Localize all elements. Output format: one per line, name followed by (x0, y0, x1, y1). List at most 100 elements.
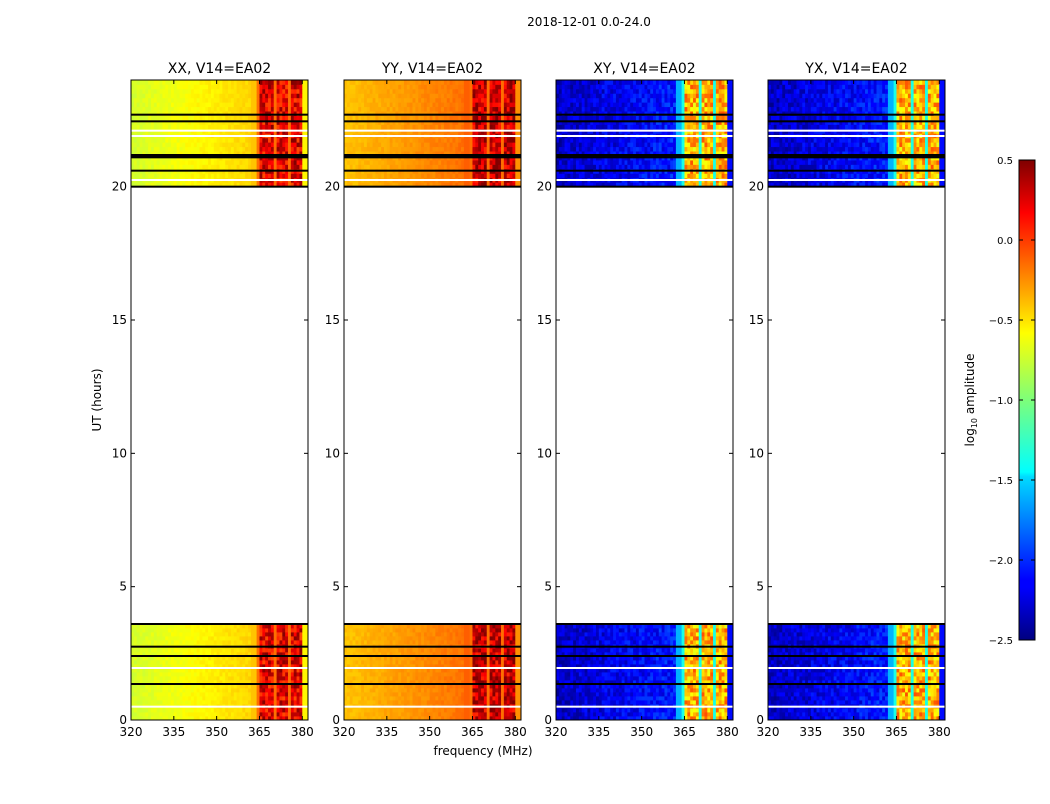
heatmap-cell (472, 696, 475, 700)
heatmap-cell (384, 160, 387, 165)
heatmap-cell (248, 672, 251, 676)
heatmap-cell (370, 164, 373, 169)
heatmap-cell (447, 692, 450, 696)
heatmap-cell (228, 84, 231, 89)
heatmap-cell (492, 672, 495, 676)
heatmap-cell (492, 708, 495, 712)
heatmap-cell (137, 688, 140, 692)
heatmap-cell (299, 648, 302, 652)
heatmap-cell (145, 80, 148, 85)
heatmap-cell (481, 636, 484, 640)
heatmap-cell (297, 688, 300, 692)
heatmap-cell (134, 160, 137, 165)
heatmap-cell (299, 84, 302, 89)
heatmap-cell (231, 147, 234, 152)
heatmap-cell (237, 712, 240, 716)
heatmap-cell (154, 124, 157, 129)
heatmap-cell (297, 700, 300, 704)
heatmap-cell (274, 672, 277, 676)
heatmap-cell (157, 700, 160, 704)
heatmap-cell (407, 164, 410, 169)
heatmap-cell (427, 636, 430, 640)
heatmap-cell (262, 160, 265, 165)
heatmap-cell (444, 648, 447, 652)
heatmap-cell (490, 173, 493, 178)
heatmap-cell (271, 648, 274, 652)
heatmap-cell (461, 660, 464, 664)
heatmap-cell (358, 672, 361, 676)
heatmap-cell (458, 648, 461, 652)
heatmap-cell (495, 692, 498, 696)
heatmap-cell (478, 640, 481, 644)
heatmap-cell (274, 676, 277, 680)
heatmap-cell (424, 648, 427, 652)
heatmap-cell (418, 648, 421, 652)
heatmap-cell (162, 692, 165, 696)
heatmap-cell (294, 142, 297, 147)
heatmap-cell (214, 84, 217, 89)
heatmap-cell (355, 692, 358, 696)
heatmap-cell (148, 147, 151, 152)
heatmap-cell (225, 84, 228, 89)
heatmap-cell (145, 98, 148, 103)
heatmap-cell (162, 89, 165, 94)
heatmap-cell (277, 173, 280, 178)
heatmap-cell (217, 636, 220, 640)
heatmap-cell (162, 116, 165, 121)
heatmap-cell (378, 708, 381, 712)
heatmap-cell (418, 676, 421, 680)
heatmap-cell (237, 676, 240, 680)
heatmap-cell (205, 648, 208, 652)
heatmap-cell (478, 692, 481, 696)
heatmap-cell (450, 712, 453, 716)
heatmap-cell (501, 696, 504, 700)
heatmap-cell (245, 636, 248, 640)
heatmap-cell (180, 107, 183, 112)
heatmap-cell (393, 636, 396, 640)
heatmap-cell (441, 160, 444, 165)
heatmap-cell (361, 708, 364, 712)
heatmap-cell (259, 692, 262, 696)
heatmap-cell (441, 676, 444, 680)
heatmap-cell (268, 676, 271, 680)
heatmap-cell (245, 102, 248, 107)
heatmap-cell (245, 116, 248, 121)
heatmap-cell (145, 160, 148, 165)
heatmap-cell (495, 696, 498, 700)
heatmap-cell (294, 160, 297, 165)
heatmap-cell (277, 147, 280, 152)
heatmap-cell (265, 628, 268, 632)
heatmap-cell (395, 636, 398, 640)
heatmap-cell (297, 142, 300, 147)
heatmap-cell (390, 676, 393, 680)
heatmap-cell (294, 124, 297, 129)
heatmap-cell (257, 640, 260, 644)
heatmap-cell (177, 80, 180, 85)
heatmap-cell (297, 124, 300, 129)
heatmap-cell (214, 636, 217, 640)
heatmap-cell (271, 712, 274, 716)
heatmap-cell (481, 708, 484, 712)
heatmap-cell (481, 676, 484, 680)
heatmap-cell (245, 712, 248, 716)
heatmap-cell (202, 676, 205, 680)
heatmap-cell (265, 102, 268, 107)
heatmap-cell (294, 708, 297, 712)
heatmap-cell (438, 632, 441, 636)
heatmap-cell (291, 696, 294, 700)
heatmap-cell (174, 708, 177, 712)
heatmap-cell (467, 672, 470, 676)
heatmap-cell (467, 676, 470, 680)
heatmap-cell (174, 688, 177, 692)
heatmap-cell (211, 692, 214, 696)
heatmap-cell (160, 688, 163, 692)
heatmap-cell (145, 696, 148, 700)
heatmap-cell (282, 116, 285, 121)
heatmap-cell (512, 688, 515, 692)
heatmap-cell (347, 160, 350, 165)
heatmap-cell (145, 138, 148, 143)
heatmap-cell (373, 700, 376, 704)
heatmap-cell (487, 672, 490, 676)
heatmap-cell (285, 660, 288, 664)
heatmap-cell (180, 632, 183, 636)
